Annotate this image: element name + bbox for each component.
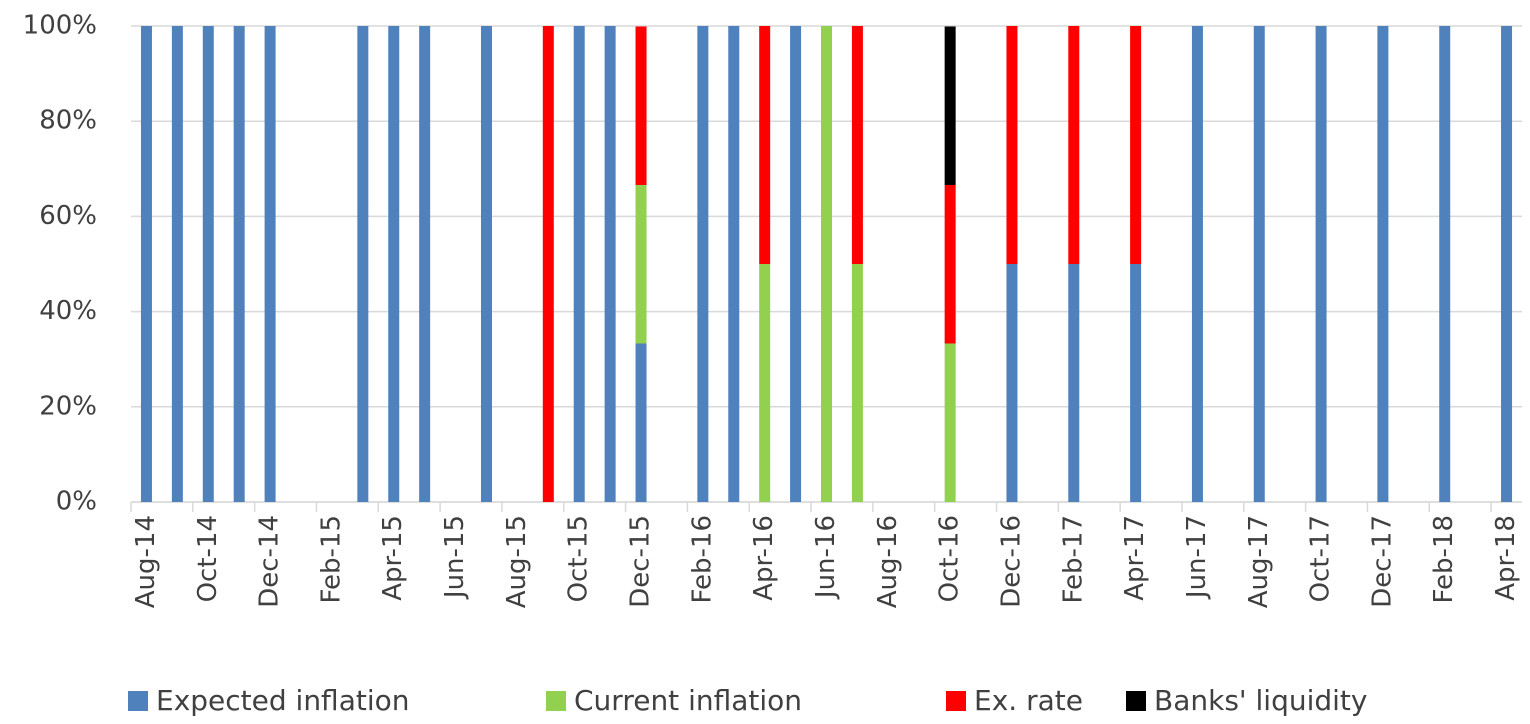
bar-segment <box>1315 26 1327 502</box>
x-tick-label: Dec-16 <box>996 515 1026 608</box>
bar-segment <box>821 26 832 502</box>
legend-label: Ex. rate <box>974 684 1083 717</box>
x-tick-label: Jun-17 <box>1182 515 1212 600</box>
bar-segment <box>357 26 369 502</box>
bar-segment <box>635 26 647 185</box>
legend-label: Banks' liquidity <box>1154 684 1367 717</box>
x-tick-label: Oct-17 <box>1306 515 1336 602</box>
bar-segment <box>604 26 616 502</box>
bar-segment <box>1068 26 1080 264</box>
bar-segment <box>635 343 647 502</box>
x-tick-label: Oct-16 <box>935 515 965 602</box>
x-tick-label: Oct-14 <box>193 515 223 602</box>
bar-segment <box>759 264 771 502</box>
legend-swatch <box>128 691 148 711</box>
legend-swatch <box>1126 691 1146 711</box>
bar-segment <box>1006 26 1018 264</box>
x-tick-label: Jun-15 <box>440 515 470 600</box>
x-tick-label: Apr-17 <box>1120 515 1150 601</box>
bar-segment <box>851 26 863 264</box>
bar-segment <box>1253 26 1265 502</box>
y-tick-label: 0% <box>56 487 97 517</box>
bar-segment <box>790 26 802 502</box>
bar-segment <box>388 26 400 502</box>
bar-segment <box>1191 26 1203 502</box>
x-tick-label: Dec-17 <box>1367 515 1397 608</box>
x-tick-label: Aug-17 <box>1244 515 1274 608</box>
bar-segment <box>944 184 956 344</box>
x-tick-label: Jun-16 <box>811 515 841 600</box>
y-tick-label: 100% <box>23 11 97 41</box>
x-tick-label: Oct-15 <box>564 515 594 602</box>
bar-segment <box>944 343 956 502</box>
x-tick-label: Feb-18 <box>1429 515 1459 604</box>
bar-segment <box>1130 264 1142 502</box>
bar-segment <box>1068 264 1080 502</box>
y-tick-label: 20% <box>39 391 97 421</box>
bar-segment <box>851 264 863 502</box>
bar-segment <box>1501 26 1513 502</box>
x-tick-label: Apr-18 <box>1491 515 1521 601</box>
x-tick-label: Feb-17 <box>1058 515 1088 604</box>
bar-segment <box>140 26 152 502</box>
bar-segment <box>542 26 554 502</box>
x-tick-label: Feb-16 <box>687 515 717 604</box>
bar-segment <box>635 184 647 344</box>
bar-segment <box>728 26 740 502</box>
x-tick-label: Aug-14 <box>131 515 161 608</box>
x-tick-label: Dec-15 <box>626 515 656 608</box>
bar-segment <box>264 26 276 502</box>
bar-segment <box>480 26 492 502</box>
legend-swatch <box>946 691 966 711</box>
bar-segment <box>171 26 183 502</box>
legend-swatch <box>546 691 566 711</box>
bar-segment <box>573 26 585 502</box>
bar-segment <box>1006 264 1018 502</box>
bar-segment <box>944 26 956 185</box>
y-tick-label: 60% <box>39 201 97 231</box>
x-tick-label: Aug-15 <box>502 515 532 608</box>
x-tick-label: Aug-16 <box>873 515 903 608</box>
x-tick-label: Feb-15 <box>316 515 346 604</box>
y-tick-label: 80% <box>39 106 97 136</box>
bar-segment <box>202 26 214 502</box>
bar-segment <box>233 26 245 502</box>
bar-segment <box>697 26 709 502</box>
bar-segment <box>419 26 431 502</box>
x-tick-label: Apr-15 <box>378 515 408 601</box>
y-tick-label: 40% <box>39 296 97 326</box>
bar-segment <box>1377 26 1389 502</box>
bar-segment <box>1130 26 1142 264</box>
bar-segment <box>1439 26 1451 502</box>
legend-label: Expected inflation <box>156 684 410 717</box>
x-tick-label: Apr-16 <box>749 515 779 601</box>
legend-label: Current inflation <box>574 684 802 717</box>
bar-segment <box>759 26 771 264</box>
x-tick-label: Dec-14 <box>255 515 285 608</box>
